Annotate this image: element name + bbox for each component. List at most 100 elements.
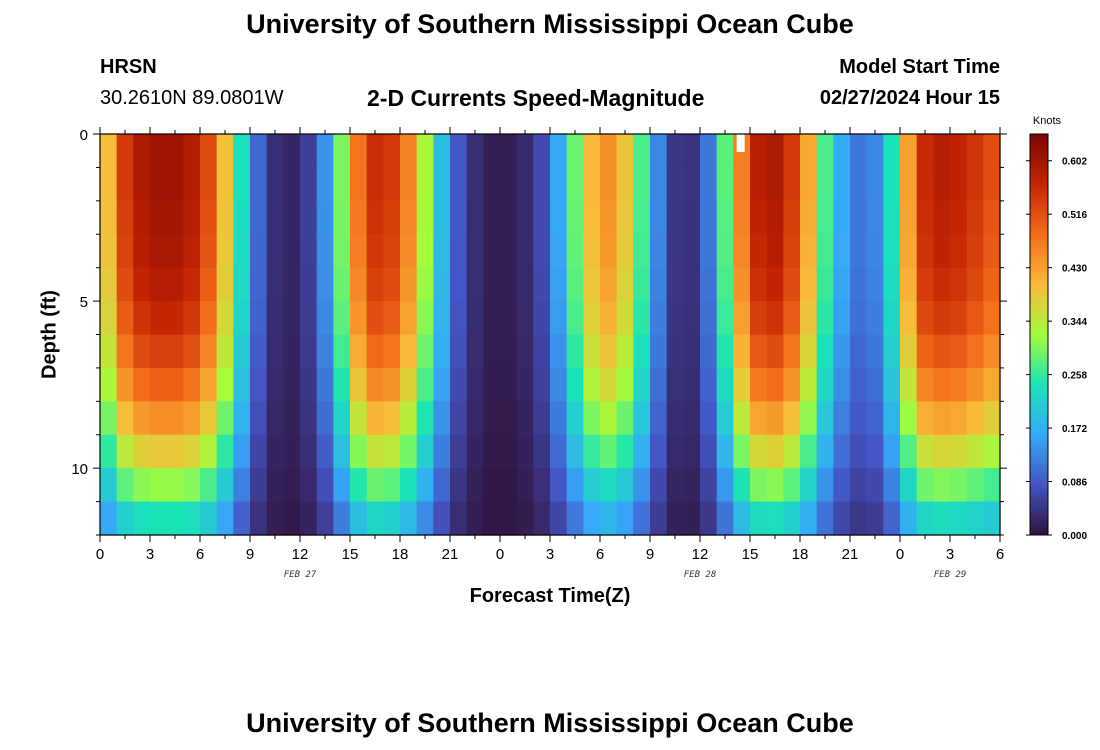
heatmap-cell xyxy=(766,301,784,336)
heatmap-cell xyxy=(633,434,651,469)
heatmap-cell xyxy=(333,334,351,369)
heatmap-cell xyxy=(800,401,818,436)
colorbar-tick-label: 0.602 xyxy=(1062,157,1087,168)
heatmap-cell xyxy=(883,200,901,235)
heatmap-cell xyxy=(700,367,718,402)
heatmap-cell xyxy=(466,367,484,402)
heatmap-cell xyxy=(733,434,751,469)
heatmap-cell xyxy=(566,301,584,336)
heatmap-cell xyxy=(900,167,918,202)
heatmap-cell xyxy=(233,334,251,369)
heatmap-cell xyxy=(133,334,151,369)
heatmap-cell xyxy=(983,167,1001,202)
x-tick-label: 18 xyxy=(392,546,409,563)
heatmap-cell xyxy=(166,367,184,402)
heatmap-cell xyxy=(533,301,551,336)
heatmap-cell xyxy=(333,301,351,336)
heatmap-cell xyxy=(733,468,751,503)
y-tick-label: 10 xyxy=(71,461,88,478)
heatmap-cell xyxy=(100,167,118,202)
heatmap-cell xyxy=(516,301,534,336)
heatmap-cell xyxy=(583,167,601,202)
colorbar-tick-label: 0.172 xyxy=(1062,424,1087,435)
x-tick-label: 3 xyxy=(146,546,154,563)
heatmap-cell xyxy=(300,334,318,369)
heatmap-cell xyxy=(716,434,734,469)
heatmap-cell xyxy=(750,234,768,269)
heatmap-cell xyxy=(433,301,451,336)
heatmap-cell xyxy=(116,501,134,536)
heatmap-cell xyxy=(900,301,918,336)
heatmap-cell xyxy=(483,134,501,169)
heatmap-cell xyxy=(433,468,451,503)
heatmap-cell xyxy=(400,234,418,269)
heatmap-cell xyxy=(666,334,684,369)
heatmap-cell xyxy=(766,468,784,503)
heatmap-cell xyxy=(200,234,218,269)
heatmap-cell xyxy=(633,134,651,169)
colorbar-tick-label: 0.258 xyxy=(1062,371,1087,382)
heatmap-cell xyxy=(733,234,751,269)
heatmap-cell xyxy=(483,301,501,336)
heatmap-cell xyxy=(500,301,518,336)
heatmap-cell xyxy=(400,200,418,235)
x-tick-label: 6 xyxy=(196,546,204,563)
heatmap-cell xyxy=(116,367,134,402)
heatmap-cell xyxy=(350,267,368,302)
heatmap-cell xyxy=(750,334,768,369)
heatmap-cell xyxy=(450,468,468,503)
heatmap-cell xyxy=(666,167,684,202)
heatmap-cell xyxy=(683,200,701,235)
heatmap-cell xyxy=(766,401,784,436)
heatmap-cell xyxy=(783,501,801,536)
heatmap-cell xyxy=(116,200,134,235)
heatmap-cell xyxy=(650,434,668,469)
heatmap-cell xyxy=(700,501,718,536)
heatmap-cell xyxy=(716,200,734,235)
heatmap-cell xyxy=(966,234,984,269)
heatmap-cell xyxy=(300,167,318,202)
heatmap-cell xyxy=(733,334,751,369)
heatmap-cell xyxy=(633,200,651,235)
heatmap-cell xyxy=(233,468,251,503)
heatmap-cell xyxy=(816,367,834,402)
heatmap-cell xyxy=(833,401,851,436)
heatmap-cell xyxy=(416,367,434,402)
heatmap-cell xyxy=(700,334,718,369)
heatmap-cell xyxy=(150,401,168,436)
heatmap-cell xyxy=(650,200,668,235)
heatmap-cell xyxy=(333,468,351,503)
heatmap-cell xyxy=(483,468,501,503)
heatmap-cell xyxy=(400,334,418,369)
heatmap-cell xyxy=(683,334,701,369)
heatmap-cell xyxy=(150,267,168,302)
heatmap-cell xyxy=(833,301,851,336)
heatmap-cell xyxy=(800,468,818,503)
colorbar-tick-label: 0.344 xyxy=(1062,317,1087,328)
heatmap-cell xyxy=(883,234,901,269)
heatmap-cell xyxy=(533,134,551,169)
heatmap-cell xyxy=(716,501,734,536)
heatmap-cell xyxy=(700,234,718,269)
heatmap-cell xyxy=(333,401,351,436)
heatmap-cell xyxy=(950,267,968,302)
heatmap-cell xyxy=(133,434,151,469)
heatmap-cell xyxy=(916,234,934,269)
heatmap-cell xyxy=(966,468,984,503)
heatmap-cell xyxy=(883,134,901,169)
heatmap-cell xyxy=(500,267,518,302)
heatmap-cell xyxy=(783,401,801,436)
heatmap-cell xyxy=(200,134,218,169)
heatmap-cell xyxy=(150,167,168,202)
heatmap-cell xyxy=(866,434,884,469)
heatmap-cell xyxy=(116,267,134,302)
heatmap-cell xyxy=(866,301,884,336)
heatmap-cell xyxy=(866,334,884,369)
heatmap-cell xyxy=(266,501,284,536)
heatmap-cell xyxy=(233,267,251,302)
heatmap-cell xyxy=(683,234,701,269)
heatmap-cell xyxy=(283,200,301,235)
heatmap-cell xyxy=(500,134,518,169)
heatmap-cell xyxy=(200,468,218,503)
